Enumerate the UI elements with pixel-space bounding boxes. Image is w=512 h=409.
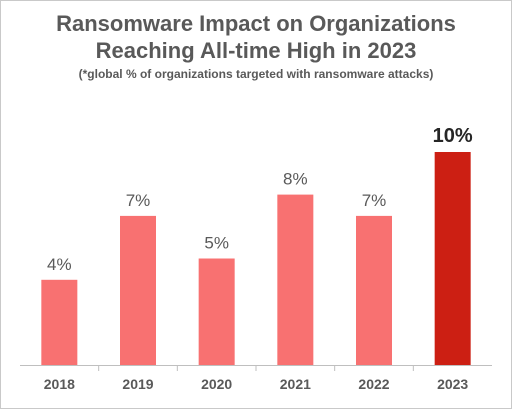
chart-subtitle: (*global % of organizations targeted wit… bbox=[78, 67, 434, 81]
x-tick-label-2018: 2018 bbox=[44, 376, 75, 392]
x-tick-label-2019: 2019 bbox=[122, 376, 153, 392]
data-label-2022: 7% bbox=[362, 191, 387, 210]
x-tick-label-2021: 2021 bbox=[280, 376, 311, 392]
data-label-2019: 7% bbox=[126, 191, 151, 210]
chart-title-line-2: Reaching All-time High in 2023 bbox=[95, 38, 417, 63]
x-tick-label-2023: 2023 bbox=[437, 376, 468, 392]
chart-title: Ransomware Impact on Organizations Reach… bbox=[0, 10, 512, 64]
data-label-2021: 8% bbox=[283, 170, 308, 189]
x-tick-label-2022: 2022 bbox=[358, 376, 389, 392]
data-label-2018: 4% bbox=[47, 255, 72, 274]
bar-2021 bbox=[277, 194, 314, 365]
data-label-2020: 5% bbox=[204, 234, 229, 253]
data-label-2023: 10% bbox=[433, 125, 473, 147]
bar-2022 bbox=[356, 215, 392, 365]
x-tick-label-2020: 2020 bbox=[201, 376, 232, 392]
bar-2018 bbox=[41, 279, 78, 365]
bar-2020 bbox=[198, 258, 235, 365]
bar-2019 bbox=[120, 215, 156, 365]
bar-2023 bbox=[434, 152, 471, 365]
chart-title-line-1: Ransomware Impact on Organizations bbox=[56, 11, 456, 36]
